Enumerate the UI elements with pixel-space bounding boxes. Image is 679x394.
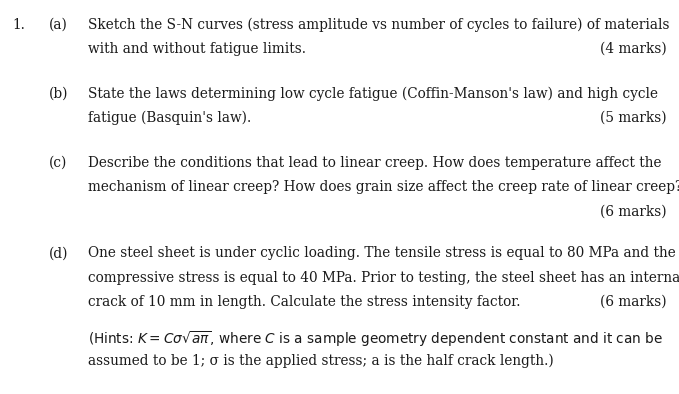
Text: Sketch the S-N curves (stress amplitude vs number of cycles to failure) of mater: Sketch the S-N curves (stress amplitude … xyxy=(88,18,669,32)
Text: (5 marks): (5 marks) xyxy=(600,111,667,125)
Text: 1.: 1. xyxy=(12,18,25,32)
Text: (Hints: $K = C\sigma\sqrt{a\pi}$, where $C$ is a sample geometry dependent const: (Hints: $K = C\sigma\sqrt{a\pi}$, where … xyxy=(88,329,663,349)
Text: (6 marks): (6 marks) xyxy=(600,295,667,309)
Text: (c): (c) xyxy=(49,156,67,170)
Text: (6 marks): (6 marks) xyxy=(600,204,667,219)
Text: (b): (b) xyxy=(49,87,69,101)
Text: assumed to be 1; σ is the applied stress; a is the half crack length.): assumed to be 1; σ is the applied stress… xyxy=(88,353,554,368)
Text: compressive stress is equal to 40 MPa. Prior to testing, the steel sheet has an : compressive stress is equal to 40 MPa. P… xyxy=(88,271,679,285)
Text: One steel sheet is under cyclic loading. The tensile stress is equal to 80 MPa a: One steel sheet is under cyclic loading.… xyxy=(88,246,676,260)
Text: (a): (a) xyxy=(49,18,68,32)
Text: mechanism of linear creep? How does grain size affect the creep rate of linear c: mechanism of linear creep? How does grai… xyxy=(88,180,679,194)
Text: with and without fatigue limits.: with and without fatigue limits. xyxy=(88,42,306,56)
Text: crack of 10 mm in length. Calculate the stress intensity factor.: crack of 10 mm in length. Calculate the … xyxy=(88,295,521,309)
Text: State the laws determining low cycle fatigue (Coffin-Manson's law) and high cycl: State the laws determining low cycle fat… xyxy=(88,87,658,101)
Text: (4 marks): (4 marks) xyxy=(600,42,667,56)
Text: fatigue (Basquin's law).: fatigue (Basquin's law). xyxy=(88,111,251,126)
Text: Describe the conditions that lead to linear creep. How does temperature affect t: Describe the conditions that lead to lin… xyxy=(88,156,662,170)
Text: (d): (d) xyxy=(49,246,69,260)
